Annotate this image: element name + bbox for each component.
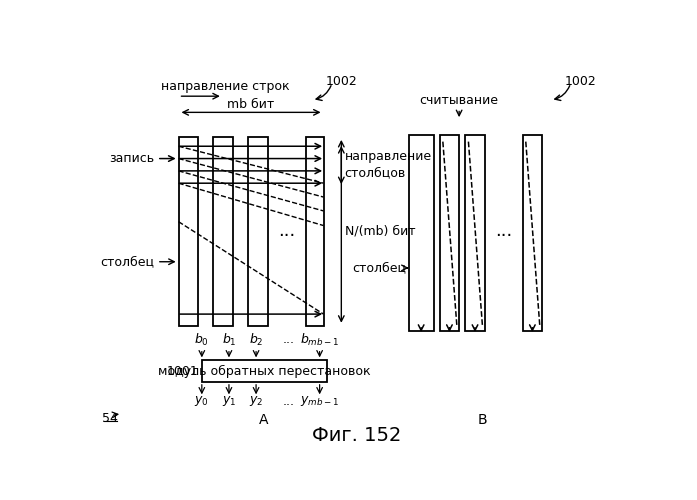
Text: $y_1$: $y_1$: [222, 394, 236, 408]
Text: B: B: [477, 414, 487, 428]
Bar: [466, 136, 484, 331]
Text: mb бит: mb бит: [227, 98, 275, 111]
Text: направление строк: направление строк: [161, 80, 289, 94]
Text: $b_2$: $b_2$: [249, 332, 263, 347]
Bar: [523, 136, 542, 331]
Text: ...: ...: [282, 333, 295, 346]
Bar: [408, 136, 434, 331]
Text: запись: запись: [109, 152, 155, 165]
Text: A: A: [259, 414, 268, 428]
Text: модуль обратных перестановок: модуль обратных перестановок: [158, 364, 371, 378]
Text: $b_1$: $b_1$: [222, 332, 236, 347]
Text: $b_0$: $b_0$: [194, 332, 209, 347]
Text: ...: ...: [278, 222, 296, 240]
Text: $y_0$: $y_0$: [194, 394, 209, 408]
Text: считывание: считывание: [420, 94, 498, 106]
Bar: [202, 360, 328, 382]
Text: 54: 54: [102, 412, 118, 424]
Bar: [178, 137, 198, 326]
Text: N/(mb) бит: N/(mb) бит: [345, 224, 416, 237]
Text: направление
столбцов: направление столбцов: [344, 150, 431, 179]
Text: Фиг. 152: Фиг. 152: [312, 426, 401, 446]
Text: ...: ...: [282, 394, 295, 407]
Text: $y_{mb-1}$: $y_{mb-1}$: [300, 394, 339, 408]
Text: столбец: столбец: [100, 255, 155, 268]
Text: ...: ...: [495, 222, 512, 240]
Text: $y_2$: $y_2$: [249, 394, 263, 408]
Bar: [248, 137, 268, 326]
Text: 1001: 1001: [166, 364, 198, 378]
Bar: [440, 136, 459, 331]
Bar: [213, 137, 233, 326]
Text: 1002: 1002: [325, 75, 358, 88]
Text: столбец: столбец: [353, 262, 406, 274]
Text: 1002: 1002: [565, 75, 596, 88]
Text: $b_{mb-1}$: $b_{mb-1}$: [300, 332, 339, 347]
Bar: [306, 137, 323, 326]
